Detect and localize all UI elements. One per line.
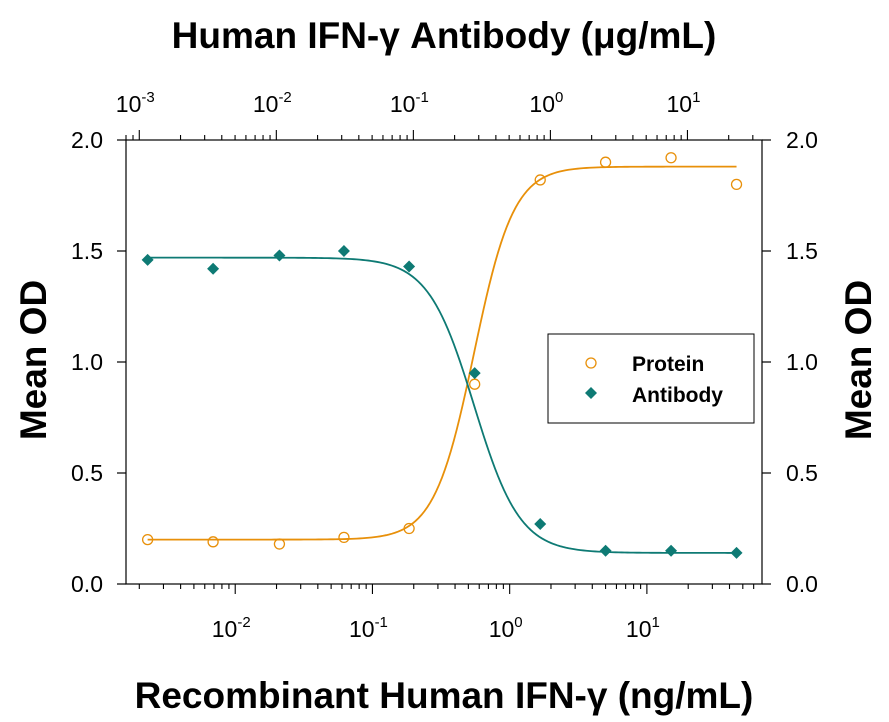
protein-point: [141, 533, 154, 546]
x2-tick-exp: 0: [555, 89, 563, 106]
y-tick-label-right: 0.5: [786, 460, 818, 486]
x-tick-base: 10: [349, 616, 375, 642]
x2-tick-base: 10: [529, 91, 555, 117]
x2-tick-exp: 1: [692, 89, 700, 106]
x2-tick-exp: -2: [278, 89, 291, 106]
x-tick-base: 10: [212, 616, 238, 642]
x-tick-base: 10: [489, 616, 515, 642]
y-tick-label-left: 0.5: [71, 460, 103, 486]
legend-antibody-label: Antibody: [632, 384, 723, 407]
x2-tick-base: 10: [390, 91, 416, 117]
protein-point: [273, 538, 286, 550]
antibody-point: [273, 249, 286, 262]
antibody-point: [141, 253, 154, 266]
x-tick-label: 100: [489, 614, 523, 642]
protein-point: [403, 522, 415, 535]
x2-tick-label: 100: [529, 89, 563, 117]
axis-ticks: 0.0 0.00.5 0.51.0 1.01.5 1.52.0 2.010-2 10-1 10…: [71, 89, 818, 642]
protein-point: [665, 152, 677, 164]
x2-tick-base: 10: [116, 91, 142, 117]
y-tick-label-left: 1.5: [71, 238, 103, 264]
antibody-point: [207, 262, 220, 275]
x-tick-exp: -2: [237, 614, 250, 631]
antibody-point: [599, 544, 612, 557]
y-tick-label-right: 1.5: [786, 238, 818, 264]
y-axis-label-left: Mean OD: [13, 280, 54, 440]
protein-point: [599, 156, 612, 168]
x-tick-label: 10-2: [212, 614, 251, 642]
x2-tick-label: 101: [666, 89, 700, 117]
legend-protein-marker: [585, 357, 597, 369]
y-tick-label-left: 2.0: [71, 127, 103, 153]
y-tick-label-left: 1.0: [71, 349, 103, 375]
x-tick-label: 10-1: [349, 614, 388, 642]
x2-tick-base: 10: [666, 91, 692, 117]
protein-point: [469, 378, 481, 390]
x-axis-label: Recombinant Human IFN-γ (ng/mL): [135, 675, 754, 716]
antibody-point: [403, 260, 416, 273]
x-tick-label: 101: [626, 614, 660, 642]
y-axis-label-right: Mean OD: [838, 280, 879, 440]
antibody-point: [468, 367, 481, 380]
antibody-point: [730, 546, 743, 559]
antibody-point: [534, 518, 547, 531]
legend-box: [547, 333, 755, 424]
protein-fit-curve: [147, 165, 737, 541]
y-tick-label-right: 2.0: [786, 127, 818, 153]
x2-tick-base: 10: [253, 91, 279, 117]
protein-point: [730, 178, 743, 191]
legend-antibody-marker: [585, 387, 597, 399]
x2-tick-label: 10-3: [116, 89, 155, 117]
x-tick-exp: 1: [652, 614, 660, 631]
data-points: [141, 152, 743, 559]
x-tick-exp: 0: [514, 614, 522, 631]
x-tick-exp: -1: [375, 614, 388, 631]
x2-tick-exp: -3: [141, 89, 154, 106]
protein-point: [534, 174, 546, 186]
protein-point: [207, 536, 219, 548]
antibody-point: [337, 245, 350, 257]
y-tick-label-left: 0.0: [71, 571, 103, 597]
legend-protein-label: Protein: [632, 353, 704, 376]
x2-tick-label: 10-1: [390, 89, 429, 117]
y-tick-label-right: 1.0: [786, 349, 818, 375]
x2-tick-exp: -1: [415, 89, 428, 106]
legend: Protein Antibody: [547, 333, 755, 424]
antibody-point: [665, 544, 678, 557]
y-tick-label-right: 0.0: [786, 571, 818, 597]
antibody-fit-curve: [147, 256, 737, 554]
chart-title: Human IFN-γ Antibody (μg/mL): [172, 15, 717, 56]
x-tick-base: 10: [626, 616, 652, 642]
fit-curves: [147, 165, 737, 554]
protein-point: [338, 531, 350, 544]
x2-tick-label: 10-2: [253, 89, 292, 117]
